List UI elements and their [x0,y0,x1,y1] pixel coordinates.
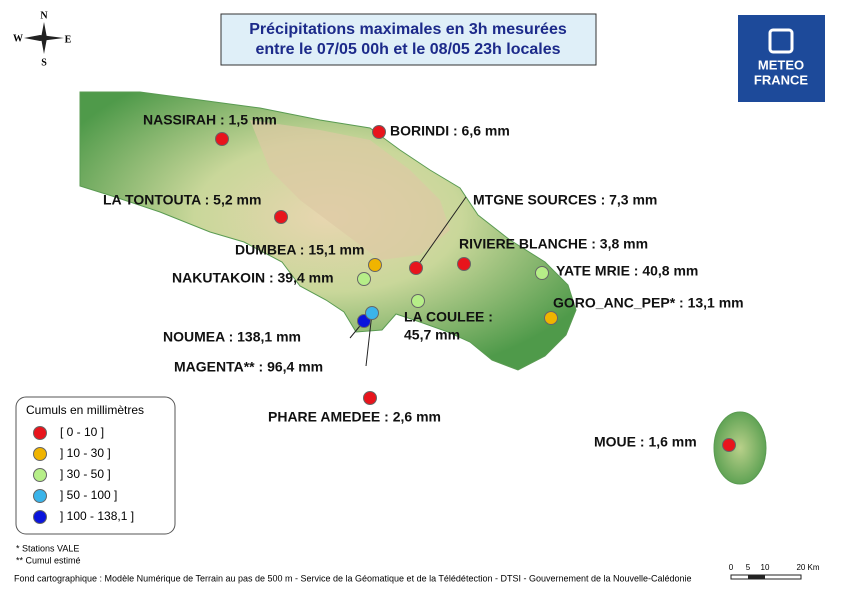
compass-s: S [41,57,47,68]
legend-dot [33,489,47,503]
title: entre le 07/05 00h et le 08/05 23h local… [255,41,560,58]
legend-label: ] 50 - 100 ] [60,488,117,502]
relief [250,120,450,260]
scale-label: 0 [729,563,734,572]
station-dot [457,257,471,271]
title: Précipitations maximales en 3h mesurées [249,21,567,38]
legend-label: ] 100 - 138,1 ] [60,509,134,523]
legend-items: [ 0 - 10 ] ] 10 - 30 ] ] 30 - 50 ] ] 50 - 1… [33,425,134,524]
source: Fond cartographique : Modèle Numérique d… [14,573,692,583]
station-label: MAGENTA** : 96,4 mm [174,359,323,375]
station-label: BORINDI : 6,6 mm [390,123,510,139]
station-label: YATE MRIE : 40,8 mm [556,263,698,279]
stations: NASSIRAH : 1,5 mm BORINDI : 6,6 mm LA TONT… [103,112,744,452]
station-label: LA COULEE : [404,309,493,325]
legend-dot [33,468,47,482]
station-label: DUMBEA : 15,1 mm [235,242,364,258]
legend-title: Cumuls en millimètres [26,403,144,417]
station-label: NASSIRAH : 1,5 mm [143,112,277,128]
station-dot [215,132,229,146]
title-box [220,13,597,66]
station-dot [372,125,386,139]
scale-bar: 0 5 10 20 Km [729,563,820,580]
station-label: 45,7 mm [404,327,460,343]
note: * Stations VALE [16,543,79,553]
station-dot [368,258,382,272]
station-dot [365,306,379,320]
legend-dot [33,426,47,440]
compass-e: E [65,34,72,45]
station-label: NOUMEA : 138,1 mm [163,329,301,345]
logo-text: METEO [758,57,804,72]
station-dot [722,438,736,452]
main-island [79,91,577,371]
note: ** Cumul estimé [16,555,81,565]
legend-dot [33,510,47,524]
station-dot [363,391,377,405]
leader-line [365,312,373,367]
mare-island [713,411,767,485]
compass: N S W E [13,10,72,68]
legend-label: [ 0 - 10 ] [60,425,104,439]
legend-label: ] 30 - 50 ] [60,467,111,481]
station-label: LA TONTOUTA : 5,2 mm [103,192,261,208]
scale-label: 10 [761,563,770,572]
station-label: MOUE : 1,6 mm [594,434,697,450]
station-dot [411,294,425,308]
logo-icon [768,28,794,54]
station-label: PHARE AMEDEE : 2,6 mm [268,409,441,425]
legend-dot [33,447,47,461]
leader-line [415,196,467,269]
logo-text: FRANCE [754,72,808,87]
compass-n: N [40,10,48,21]
legend-label: ] 10 - 30 ] [60,446,111,460]
station-dot [409,261,423,275]
compass-w: W [13,33,23,44]
station-dot [544,311,558,325]
station-label: MTGNE SOURCES : 7,3 mm [473,192,657,208]
station-label: RIVIERE BLANCHE : 3,8 mm [459,236,648,252]
legend [15,396,176,535]
station-dot [274,210,288,224]
station-dot [535,266,549,280]
station-dot [357,272,371,286]
station-label: NAKUTAKOIN : 39,4 mm [172,270,334,286]
scale-label: 20 Km [796,563,819,572]
station-label: GORO_ANC_PEP* : 13,1 mm [553,295,744,311]
scale-label: 5 [746,563,751,572]
